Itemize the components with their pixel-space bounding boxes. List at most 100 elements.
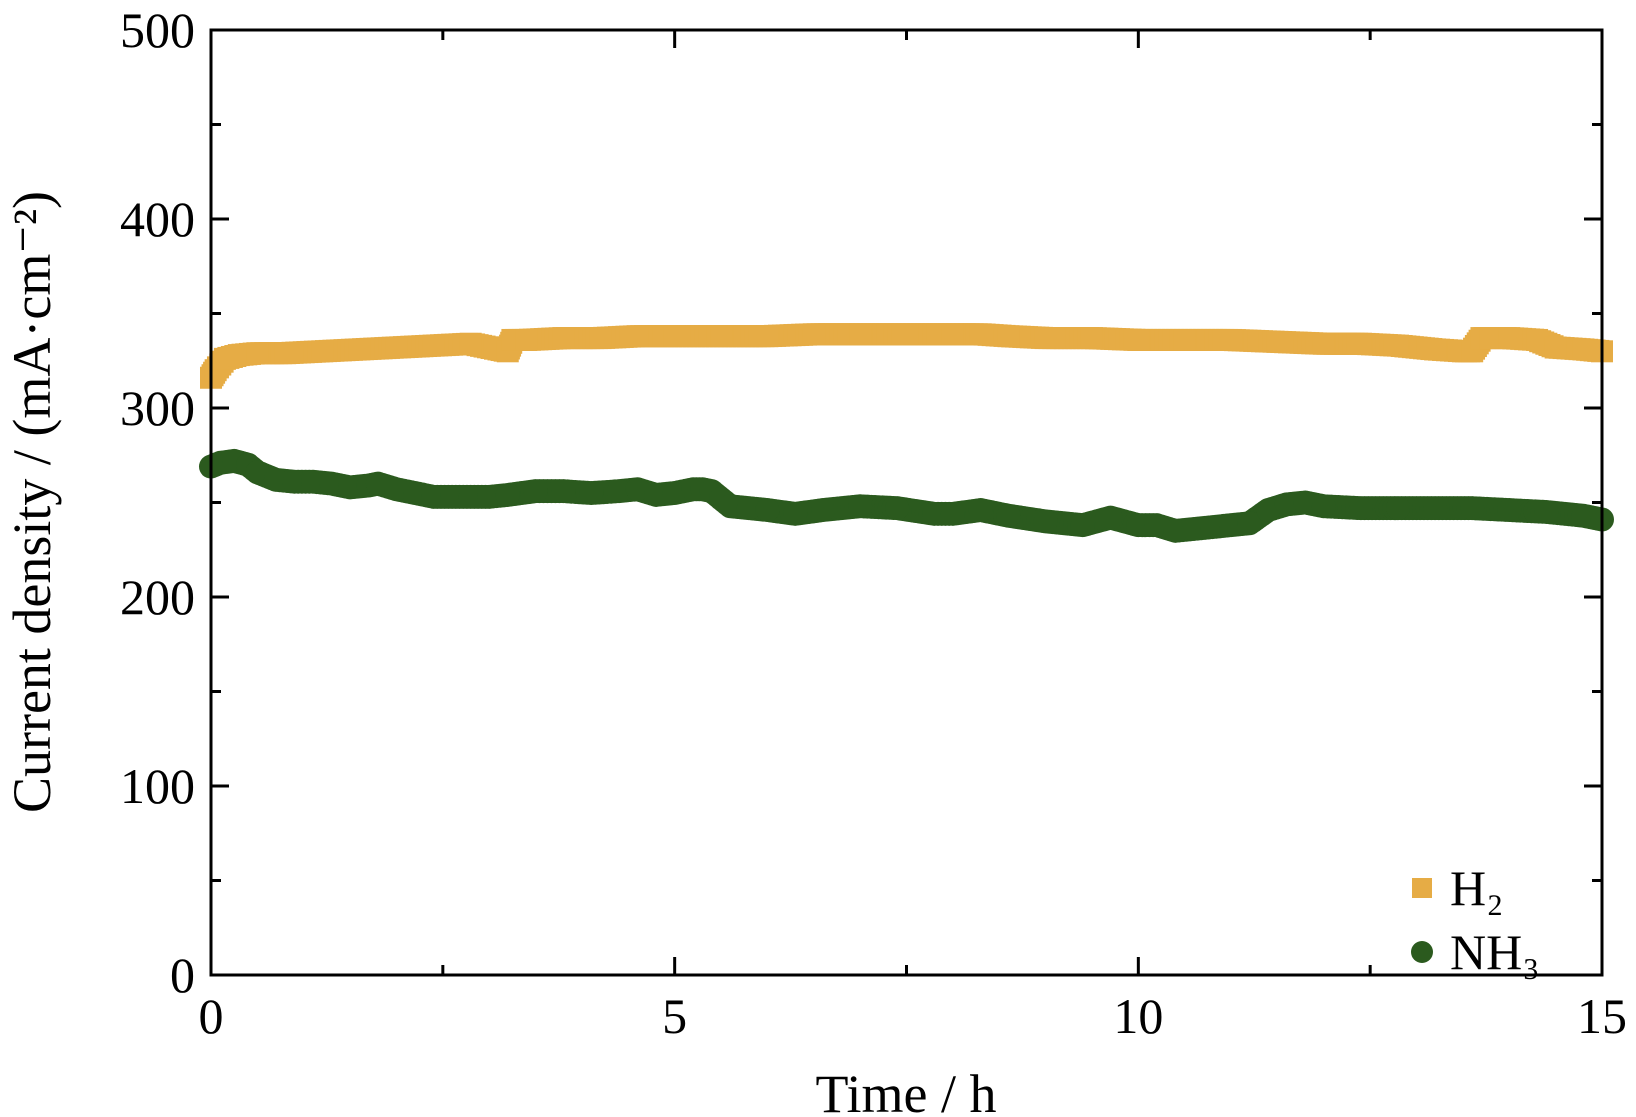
data-point bbox=[551, 479, 576, 504]
data-point bbox=[969, 323, 992, 346]
data-point bbox=[282, 469, 307, 494]
data-point bbox=[1033, 509, 1058, 534]
data-point bbox=[755, 498, 780, 523]
ticks-layer: 0 5 10 15 0 100 200 300 400 500 bbox=[120, 2, 1627, 1044]
data-point bbox=[1312, 332, 1335, 355]
data-point bbox=[625, 477, 650, 502]
x-tick-label: 10 bbox=[1113, 988, 1163, 1044]
y-axis-label: Current density / (mA·cm⁻²) bbox=[2, 191, 62, 813]
data-point bbox=[348, 338, 371, 361]
data-point bbox=[1424, 338, 1447, 361]
data-point bbox=[802, 323, 825, 346]
data-point bbox=[1293, 490, 1318, 515]
data-point bbox=[1144, 513, 1169, 538]
data-point bbox=[495, 482, 520, 507]
data-point bbox=[811, 498, 836, 523]
data-point bbox=[263, 467, 288, 492]
data-point bbox=[1274, 492, 1299, 517]
data-point bbox=[1163, 518, 1188, 543]
data-point bbox=[895, 323, 918, 346]
data-point bbox=[922, 501, 947, 526]
legend-label: NH₃ bbox=[1450, 924, 1540, 980]
data-point bbox=[338, 475, 363, 500]
data-point bbox=[644, 482, 669, 507]
data-point bbox=[1034, 327, 1057, 350]
data-point bbox=[1311, 494, 1336, 519]
data-point bbox=[1173, 328, 1196, 351]
y-tick-label: 500 bbox=[120, 2, 195, 58]
data-point bbox=[384, 477, 409, 502]
data-point bbox=[403, 481, 428, 506]
data-point bbox=[1423, 496, 1448, 521]
data-point bbox=[477, 484, 502, 509]
data-point bbox=[848, 494, 873, 519]
data-point bbox=[849, 323, 872, 346]
data-point bbox=[663, 325, 686, 348]
data-point bbox=[736, 496, 761, 521]
data-layer bbox=[199, 323, 1614, 543]
data-point bbox=[365, 471, 390, 496]
legend: H₂ NH₃ bbox=[1411, 860, 1540, 980]
data-point bbox=[1200, 515, 1225, 540]
y-tick-label: 400 bbox=[120, 191, 195, 247]
data-point bbox=[1385, 496, 1410, 521]
y-tick-label: 0 bbox=[170, 947, 195, 1003]
data-point bbox=[783, 501, 808, 526]
data-point bbox=[941, 323, 964, 346]
data-point bbox=[1070, 513, 1095, 538]
data-point bbox=[458, 484, 483, 509]
data-point bbox=[1460, 496, 1485, 521]
series-2 bbox=[199, 448, 1614, 543]
data-point bbox=[245, 460, 270, 485]
data-point bbox=[1479, 327, 1502, 350]
data-point bbox=[523, 479, 548, 504]
data-point bbox=[1098, 505, 1123, 530]
data-point bbox=[579, 481, 604, 506]
data-point bbox=[997, 325, 1020, 348]
x-tick-label: 5 bbox=[662, 988, 687, 1044]
data-point bbox=[1571, 503, 1596, 528]
data-point bbox=[274, 342, 297, 365]
data-point bbox=[421, 484, 446, 509]
data-point bbox=[1348, 496, 1373, 521]
data-point bbox=[1219, 513, 1244, 538]
data-point bbox=[385, 336, 408, 359]
data-point bbox=[626, 325, 649, 348]
data-point bbox=[422, 334, 445, 357]
data-point bbox=[1126, 513, 1151, 538]
data-point bbox=[607, 479, 632, 504]
data-point bbox=[1266, 330, 1289, 353]
data-point bbox=[1349, 332, 1372, 355]
y-tick-label: 100 bbox=[120, 758, 195, 814]
data-point bbox=[227, 344, 250, 367]
data-point bbox=[718, 494, 743, 519]
legend-marker bbox=[1411, 941, 1433, 963]
x-tick-label: 15 bbox=[1577, 988, 1627, 1044]
data-point bbox=[710, 325, 733, 348]
data-point bbox=[1526, 328, 1549, 351]
y-tick-label: 200 bbox=[120, 569, 195, 625]
data-point bbox=[1572, 338, 1595, 361]
data-point bbox=[1498, 327, 1521, 350]
data-point bbox=[1256, 498, 1281, 523]
data-point bbox=[756, 325, 779, 348]
data-point bbox=[589, 327, 612, 350]
data-point bbox=[885, 496, 910, 521]
data-point bbox=[311, 340, 334, 363]
data-point bbox=[940, 501, 965, 526]
data-point bbox=[552, 327, 575, 350]
data-point bbox=[996, 503, 1021, 528]
data-point bbox=[1544, 336, 1567, 359]
data-point bbox=[1080, 327, 1103, 350]
x-tick-label: 0 bbox=[199, 988, 224, 1044]
data-point bbox=[319, 471, 344, 496]
data-point bbox=[1181, 516, 1206, 541]
data-point bbox=[1127, 328, 1150, 351]
data-point bbox=[246, 342, 269, 365]
data-point bbox=[1237, 511, 1262, 536]
data-point bbox=[515, 328, 538, 351]
data-point bbox=[662, 481, 687, 506]
legend-marker bbox=[1412, 878, 1432, 898]
data-point bbox=[968, 498, 993, 523]
data-point bbox=[1386, 334, 1409, 357]
